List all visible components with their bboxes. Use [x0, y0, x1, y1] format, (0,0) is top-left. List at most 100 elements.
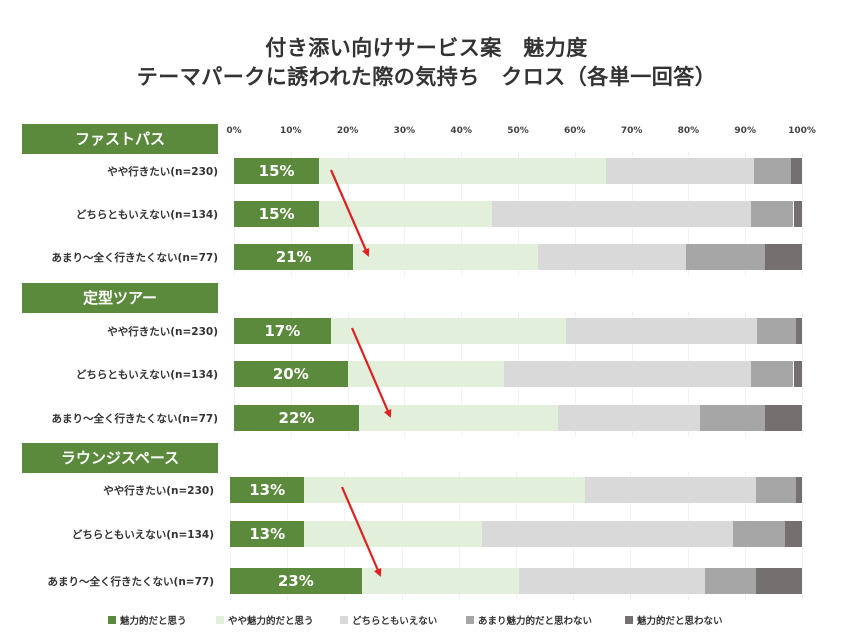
chart-title-line2: テーマパークに誘われた際の気持ち クロス（各単一回答）	[136, 65, 717, 89]
bar-segment	[230, 521, 305, 547]
legend: 魅力的だと思う やや魅力的だと思う どちらともいえない あまり魅力的だと思わない…	[0, 613, 853, 629]
data-label: 21%	[275, 248, 312, 266]
legend-label: 魅力的だと思う	[120, 616, 187, 627]
legend-item: 魅力的だと思う	[108, 613, 187, 627]
bar-segment	[234, 361, 348, 387]
gridline	[802, 471, 803, 600]
data-label: 20%	[272, 365, 309, 383]
legend-item: どちらともいえない	[340, 613, 437, 627]
trend-arrow-3	[340, 486, 382, 577]
legend-item: 魅力的だと思わない	[625, 613, 723, 627]
bar-segment	[481, 521, 734, 547]
legend-label: あまり魅力的だと思わない	[478, 616, 593, 627]
trend-arrow-1	[329, 169, 370, 257]
gridline	[802, 152, 803, 276]
bar-segment	[784, 521, 802, 547]
bar-segment	[756, 318, 797, 344]
bar-segment	[234, 201, 320, 227]
bar-segment	[503, 361, 751, 387]
gridline	[802, 312, 803, 437]
bar-segment	[304, 521, 482, 547]
bar-segment	[230, 477, 305, 503]
data-label: 22%	[278, 409, 315, 427]
category-label: やや行きたい(n=230)	[107, 166, 218, 178]
data-label: 15%	[258, 162, 295, 180]
legend-label: どちらともいえない	[352, 616, 438, 627]
bar-segment	[790, 158, 802, 184]
bar-segment	[699, 405, 766, 431]
bar-segment	[319, 158, 606, 184]
bar-segment	[319, 201, 493, 227]
bar-segment	[234, 158, 320, 184]
bar-segment	[756, 568, 802, 594]
bar-segment	[753, 158, 791, 184]
bar-segment	[756, 477, 797, 503]
category-label: あまり～全く行きたくない(n=77)	[51, 413, 218, 425]
category-label: やや行きたい(n=230)	[103, 485, 214, 497]
bar-segment	[234, 318, 331, 344]
legend-swatch	[466, 616, 474, 624]
axis-tick-label: 60%	[564, 126, 586, 136]
panel-title: 定型ツアー	[22, 283, 218, 313]
trend-arrow-2	[350, 327, 392, 418]
axis-tick-label: 90%	[734, 126, 756, 136]
bar-segment	[765, 244, 802, 270]
axis-tick-label: 50%	[507, 126, 529, 136]
bar-segment	[750, 361, 794, 387]
bar-segment	[566, 318, 757, 344]
axis-tick-label: 70%	[620, 126, 643, 136]
bar-segment	[330, 318, 567, 344]
bar-segment	[796, 477, 802, 503]
bar-segment	[793, 201, 802, 227]
bar-segment	[518, 568, 705, 594]
bar-segment	[359, 405, 558, 431]
bar-segment	[793, 361, 802, 387]
legend-swatch	[216, 616, 224, 624]
axis-tick-label: 100%	[788, 126, 816, 136]
bar-segment	[750, 201, 794, 227]
bar-segment	[557, 405, 700, 431]
axis-tick-label: 30%	[393, 126, 416, 136]
bar-segment	[685, 244, 766, 270]
category-label: やや行きたい(n=230)	[107, 326, 218, 338]
bar-segment	[361, 568, 519, 594]
bar-segment	[304, 477, 585, 503]
chart-title-line1: 付き添い向けサービス案 魅力度	[265, 36, 588, 60]
panel-title: ラウンジスペース	[22, 443, 218, 473]
bar-segment	[492, 201, 751, 227]
legend-swatch	[108, 616, 116, 624]
bar-segment	[353, 244, 538, 270]
legend-label: 魅力的だと思わない	[637, 616, 723, 627]
bar-segment	[704, 568, 757, 594]
legend-swatch	[340, 616, 348, 624]
data-label: 15%	[258, 205, 295, 223]
legend-label: やや魅力的だと思う	[228, 616, 314, 627]
bar-segment	[234, 244, 354, 270]
axis-tick-label: 20%	[336, 126, 359, 136]
axis-tick-label: 10%	[280, 126, 302, 136]
bar-segment	[765, 405, 802, 431]
bar-segment	[234, 405, 359, 431]
category-label: どちらともいえない(n=134)	[75, 369, 218, 381]
axis-tick-label: 0%	[226, 126, 242, 136]
category-label: あまり～全く行きたくない(n=77)	[51, 252, 218, 264]
data-label: 13%	[249, 481, 286, 499]
bar-segment	[796, 318, 802, 344]
data-label: 13%	[249, 525, 286, 543]
bar-segment	[733, 521, 785, 547]
axis-tick-label: 80%	[677, 126, 700, 136]
legend-item: やや魅力的だと思う	[216, 613, 314, 627]
data-label: 17%	[264, 322, 301, 340]
bar-segment	[606, 158, 754, 184]
category-label: どちらともいえない(n=134)	[75, 209, 218, 221]
panel-title: ファストパス	[22, 124, 218, 154]
bar-segment	[537, 244, 686, 270]
bar-segment	[230, 568, 362, 594]
bar-segment	[584, 477, 757, 503]
legend-swatch	[625, 616, 633, 624]
category-label: あまり～全く行きたくない(n=77)	[47, 576, 214, 588]
category-label: どちらともいえない(n=134)	[71, 529, 214, 541]
bar-segment	[347, 361, 504, 387]
legend-item: あまり魅力的だと思わない	[466, 613, 592, 627]
